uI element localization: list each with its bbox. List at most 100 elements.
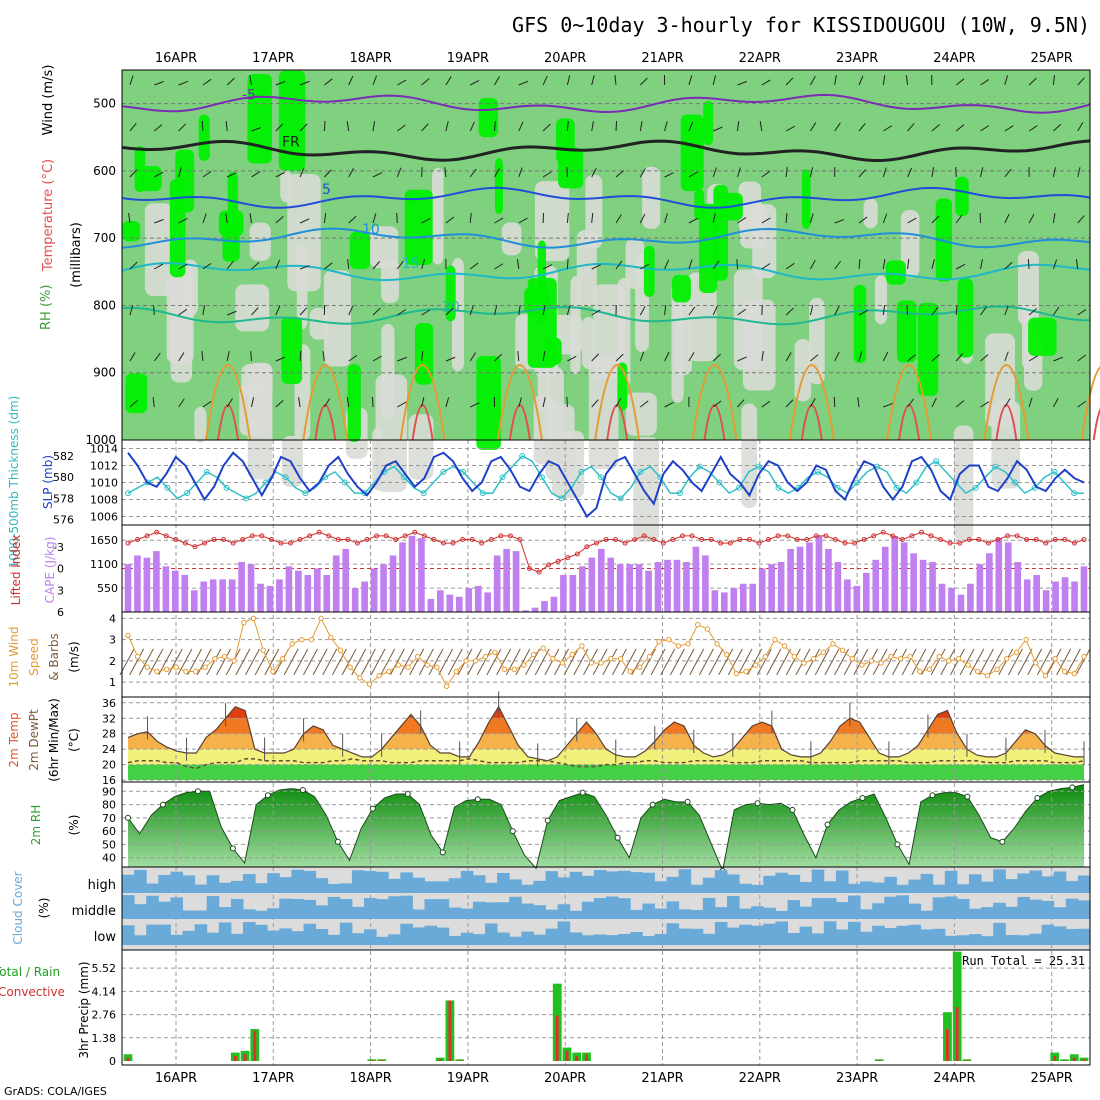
lifted-index-point bbox=[345, 537, 351, 542]
cape-bar bbox=[749, 583, 757, 612]
precip-convective-bar bbox=[370, 1060, 374, 1061]
wind10m-barb bbox=[312, 648, 328, 676]
wind-barb bbox=[202, 305, 206, 316]
cape-bar bbox=[721, 592, 728, 612]
wind-barb bbox=[639, 351, 645, 362]
cloud-cover-bar bbox=[545, 928, 559, 945]
lifted-index-point bbox=[813, 533, 819, 539]
wind10m-speed-point bbox=[801, 660, 807, 666]
cape-tick-label: 550 bbox=[97, 582, 118, 595]
lifted-index-point bbox=[603, 537, 609, 542]
date-label-top: 24APR bbox=[933, 51, 975, 66]
wind-barb bbox=[469, 352, 476, 362]
axis-labels: RH (%) Temperature (°C) Wind (m/s) (mill… bbox=[0, 65, 91, 1059]
wind-barb bbox=[615, 214, 622, 224]
wind-barb bbox=[1052, 259, 1058, 270]
wind-barb bbox=[421, 78, 430, 86]
cloud-cover-bar bbox=[1077, 928, 1091, 945]
warm-contour bbox=[983, 364, 1030, 441]
cloud-cover-bar bbox=[230, 933, 244, 945]
wind10m-barb bbox=[969, 648, 985, 676]
rh-moist-region bbox=[703, 100, 714, 146]
wind-barb bbox=[737, 121, 740, 132]
cloud-cover-bar bbox=[630, 931, 643, 945]
wind-barb bbox=[980, 259, 983, 270]
cloud-cover-bar bbox=[509, 936, 522, 945]
wind10m-barb bbox=[360, 648, 376, 676]
wind-barb bbox=[591, 353, 600, 362]
wind10m-barb bbox=[930, 648, 946, 676]
cloud-cover-bar bbox=[1029, 933, 1043, 945]
cloud-cover-bar bbox=[739, 924, 752, 945]
wind10m-speed-point bbox=[308, 636, 315, 643]
cape-bar bbox=[787, 548, 794, 612]
cloud-cover-bar bbox=[1053, 926, 1067, 945]
wind-barb bbox=[469, 121, 475, 132]
cloud-cover-bar bbox=[956, 884, 970, 893]
cloud-cover-bar bbox=[436, 899, 450, 919]
wind-barb bbox=[712, 167, 717, 178]
wind-barb bbox=[688, 171, 698, 178]
precip-convective-bar bbox=[565, 1050, 569, 1061]
wind-barb bbox=[809, 260, 816, 270]
isotherm-label: 15 bbox=[402, 256, 420, 272]
cloud-cover-bar bbox=[400, 923, 413, 945]
cape-bar bbox=[967, 583, 974, 612]
cloud-cover-bar bbox=[303, 923, 317, 945]
lifted-index-point bbox=[527, 566, 533, 571]
wind10m-barb bbox=[245, 648, 260, 676]
wind10m-barb bbox=[621, 648, 637, 676]
wind-barb bbox=[1028, 77, 1037, 86]
wind-barb bbox=[712, 353, 721, 362]
thickness-point bbox=[893, 484, 900, 491]
cloud-cover-bar bbox=[618, 898, 631, 919]
cape-bar bbox=[389, 555, 397, 612]
cloud-cover-bar bbox=[799, 881, 813, 893]
data-marks: -5 FR 5 10 15 20 bbox=[119, 74, 1100, 1061]
lifted-index-point bbox=[899, 537, 905, 542]
wind-barb bbox=[542, 351, 546, 362]
wind-barb bbox=[299, 167, 305, 178]
wind-barb bbox=[834, 219, 845, 224]
lifted-index-point bbox=[966, 537, 972, 542]
thickness-point bbox=[755, 463, 762, 470]
wind10m-barb bbox=[196, 648, 212, 676]
wind-barb bbox=[299, 123, 308, 132]
cloud-cover-bar bbox=[291, 869, 304, 893]
wind10m-speed-point bbox=[540, 645, 546, 651]
cloud-cover-bar bbox=[521, 903, 534, 919]
wind-barb bbox=[639, 77, 648, 86]
cloud-cover-bar bbox=[376, 936, 389, 945]
wind-barb bbox=[907, 354, 916, 362]
wind-barb bbox=[809, 398, 816, 408]
thickness-point bbox=[578, 468, 585, 475]
wind10m-speed-point bbox=[405, 664, 411, 670]
wind10m-barb bbox=[1075, 648, 1091, 676]
thickness-point bbox=[834, 484, 841, 491]
rh2m-tick-label: 70 bbox=[102, 812, 116, 825]
lifted-index-point bbox=[718, 540, 724, 546]
cloud-cover-bar bbox=[448, 907, 462, 919]
wind-barb bbox=[153, 304, 155, 316]
rh-moist-region bbox=[349, 231, 371, 270]
rh-dry-region bbox=[794, 338, 812, 402]
cape-bar bbox=[872, 559, 880, 612]
cape-bar bbox=[209, 579, 217, 612]
wind-barb bbox=[251, 127, 262, 132]
rh-dry-region bbox=[739, 203, 767, 249]
wind10m-barb bbox=[322, 648, 338, 676]
wind-barb bbox=[1075, 259, 1079, 270]
lifted-index-point bbox=[756, 540, 762, 546]
wind10m-speed-point bbox=[579, 643, 585, 649]
wind-barb bbox=[371, 396, 374, 408]
lifted-index-point bbox=[383, 533, 389, 539]
thickness-point bbox=[992, 463, 999, 470]
wind-barb bbox=[1077, 77, 1085, 86]
rh2m-point bbox=[229, 845, 236, 852]
wind10m-barb bbox=[167, 648, 183, 676]
precip-convective-bar bbox=[965, 1060, 969, 1061]
cape-bar bbox=[162, 566, 170, 612]
thickness-point bbox=[499, 474, 506, 481]
rh-dry-region bbox=[144, 203, 173, 297]
wind10m-speed-point bbox=[183, 668, 189, 675]
